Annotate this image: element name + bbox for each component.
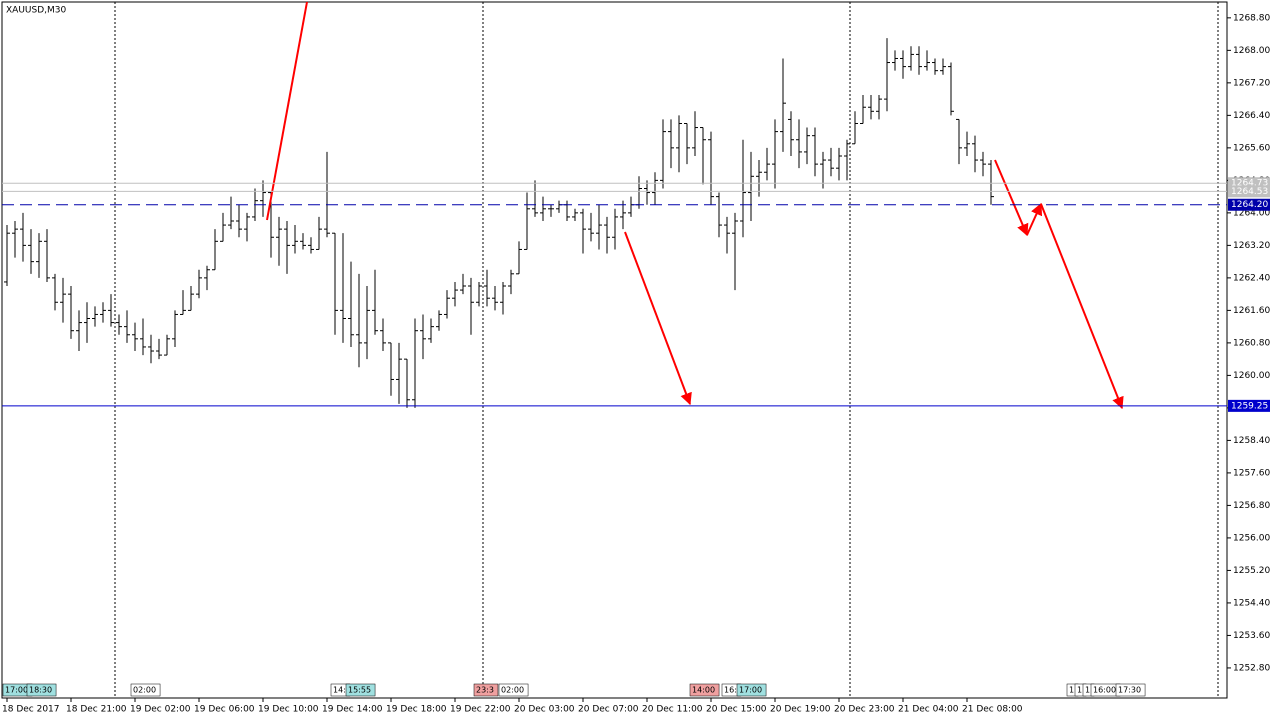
y-tick-label: 1253.60 (1233, 631, 1270, 641)
price-level-tag (1228, 399, 1270, 412)
plot-frame (1, 1, 1228, 699)
time-marker-box (689, 683, 720, 697)
time-marker-box (1115, 683, 1146, 697)
y-tick-label: 1258.40 (1233, 436, 1270, 446)
x-tick-label: 20 Dec 03:00 (514, 705, 575, 715)
y-tick-label: 1256.80 (1233, 501, 1270, 511)
time-marker: 18:30 (29, 686, 52, 695)
y-tick-label: 1265.60 (1233, 143, 1270, 153)
y-tick-label: 1262.40 (1233, 273, 1270, 283)
price-level-label: 1264.73 (1231, 179, 1268, 189)
x-tick-label: 19 Dec 02:00 (130, 705, 191, 715)
time-marker: 15:55 (348, 686, 371, 695)
time-marker-box (26, 683, 57, 697)
chart-title: XAUUSD,M30 (6, 6, 66, 16)
period-separators (114, 2, 1219, 698)
x-tick-label: 19 Dec 18:00 (386, 705, 447, 715)
x-tick-label: 19 Dec 10:00 (258, 705, 319, 715)
time-marker: 17:00 (739, 686, 762, 695)
x-tick-label: 20 Dec 23:00 (834, 705, 895, 715)
x-tick-label: 18 Dec 2017 (2, 705, 60, 715)
time-marker: 16: (724, 686, 737, 695)
time-marker-box (130, 683, 161, 697)
x-tick-label: 19 Dec 22:00 (450, 705, 511, 715)
x-tick-label: 20 Dec 07:00 (578, 705, 639, 715)
y-tick-label: 1268.00 (1233, 46, 1270, 56)
y-tick-label: 1252.80 (1233, 663, 1270, 673)
y-tick-label: 1260.80 (1233, 338, 1270, 348)
time-marker-box (736, 683, 767, 697)
time-marker: 1 (1077, 686, 1082, 695)
time-marker: 02:00 (501, 686, 524, 695)
y-tick-label: 1264.00 (1233, 208, 1270, 218)
y-tick-label: 1266.40 (1233, 111, 1270, 121)
x-tick-label: 19 Dec 14:00 (322, 705, 383, 715)
y-tick-label: 1267.20 (1233, 78, 1270, 88)
time-marker: 1 (1085, 686, 1090, 695)
x-tick-label: 20 Dec 15:00 (706, 705, 767, 715)
time-marker: 02:00 (133, 686, 156, 695)
time-marker: 14:00 (692, 686, 715, 695)
x-tick-label: 18 Dec 21:00 (66, 705, 127, 715)
time-marker: 14: (333, 686, 346, 695)
x-tick-label: 21 Dec 08:00 (962, 705, 1023, 715)
y-tick-label: 1261.60 (1233, 306, 1270, 316)
y-tick-label: 1257.60 (1233, 468, 1270, 478)
time-marker-box (473, 683, 499, 697)
time-marker: 17:30 (1118, 686, 1141, 695)
y-tick-label: 1256.00 (1233, 533, 1270, 543)
price-level-label: 1264.53 (1231, 187, 1268, 197)
price-level-tag (1228, 198, 1270, 211)
time-marker: 16:00 (1093, 686, 1116, 695)
y-tick-label: 1255.20 (1233, 566, 1270, 576)
price-level-label: 1264.20 (1231, 200, 1268, 210)
x-tick-label: 20 Dec 19:00 (770, 705, 831, 715)
time-marker: 17:00 (5, 686, 28, 695)
price-level-label: 1259.25 (1231, 401, 1268, 411)
time-marker-box (498, 683, 529, 697)
price-level-tag (1228, 185, 1270, 198)
y-tick-label: 1260.00 (1233, 371, 1270, 381)
y-tick-label: 1263.20 (1233, 241, 1270, 251)
x-tick-label: 20 Dec 11:00 (642, 705, 703, 715)
time-marker-box (345, 683, 376, 697)
y-tick-label: 1268.80 (1233, 13, 1270, 23)
time-marker: 23:3 (476, 686, 494, 695)
y-tick-label: 1254.40 (1233, 598, 1270, 608)
x-tick-label: 21 Dec 04:00 (898, 705, 959, 715)
time-marker: 1 (1069, 686, 1074, 695)
x-tick-label: 19 Dec 06:00 (194, 705, 255, 715)
